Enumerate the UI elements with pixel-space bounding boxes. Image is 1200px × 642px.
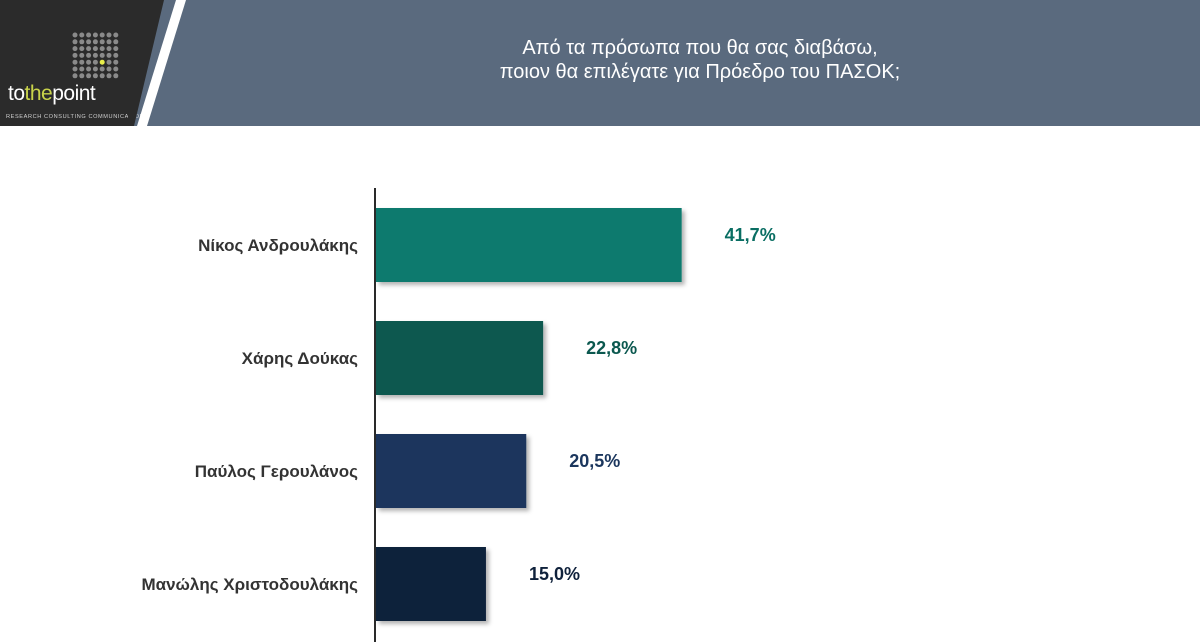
bar-4 <box>376 547 486 621</box>
category-label-1: Νίκος Ανδρουλάκης <box>198 236 358 255</box>
value-label-2: 22,8% <box>586 338 637 358</box>
logo: tothepoint RESEARCH CONSULTING COMMUNICA… <box>0 0 144 126</box>
logo-word-the: the <box>24 82 53 105</box>
logo-word-to: to <box>8 82 25 105</box>
header-banner: tothepoint RESEARCH CONSULTING COMMUNICA… <box>0 0 1200 126</box>
survey-question: Από τα πρόσωπα που θα σας διαβάσω, ποιον… <box>380 36 1020 84</box>
bar-chart: Νίκος Ανδρουλάκης 41,7% Χάρης Δούκας 22,8% Π… <box>141 188 776 642</box>
category-label-2: Χάρης Δούκας <box>242 349 358 368</box>
bar-3 <box>376 434 527 508</box>
logo-word-point: point <box>52 82 96 105</box>
bar-2 <box>376 321 544 395</box>
bar-1 <box>376 208 682 282</box>
value-label-1: 41,7% <box>725 225 776 245</box>
value-label-4: 15,0% <box>529 564 580 584</box>
header-slash-decoration <box>128 0 186 126</box>
value-label-3: 20,5% <box>569 451 620 471</box>
logo-dot-grid-icon <box>72 32 119 79</box>
logo-tagline: RESEARCH CONSULTING COMMUNICATION <box>6 114 145 120</box>
survey-question-line-2: ποιον θα επιλέγατε για Πρόεδρο του ΠΑΣΟΚ… <box>499 61 901 83</box>
category-label-3: Παύλος Γερουλάνος <box>195 462 358 481</box>
category-label-4: Μανώλης Χριστοδουλάκης <box>141 575 358 594</box>
survey-question-line-1: Από τα πρόσωπα που θα σας διαβάσω, <box>522 37 878 59</box>
logo-wordmark: tothepoint <box>8 82 96 106</box>
